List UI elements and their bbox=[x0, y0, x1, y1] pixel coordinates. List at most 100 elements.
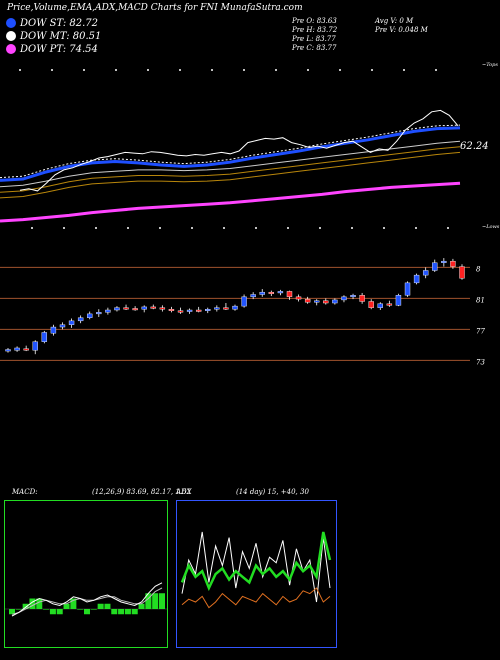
page-title: Price,Volume,EMA,ADX,MACD Charts for FNI… bbox=[7, 3, 303, 13]
top-marker bbox=[403, 69, 405, 71]
quote-close: Pre C: 83.77 bbox=[292, 44, 337, 52]
macd-histogram-bar bbox=[124, 609, 131, 615]
candle-body bbox=[432, 262, 438, 271]
bottom-marker bbox=[127, 227, 129, 229]
adx-line bbox=[181, 531, 331, 603]
bottom-marker bbox=[287, 227, 289, 229]
candle-body bbox=[386, 303, 393, 306]
top-marker bbox=[51, 69, 53, 71]
candle-body bbox=[105, 309, 111, 313]
candle-body bbox=[159, 307, 166, 310]
top-marker bbox=[435, 69, 437, 71]
candle-body bbox=[232, 305, 238, 310]
candle-body bbox=[304, 298, 311, 303]
candle-body bbox=[241, 296, 247, 307]
candle-body bbox=[314, 300, 320, 303]
top-marker bbox=[307, 69, 309, 71]
macd-histogram-bar bbox=[152, 593, 159, 609]
macd-histogram-bar bbox=[131, 609, 138, 615]
legend-label-dow-mt: DOW MT: 80.51 bbox=[20, 30, 102, 42]
bottom-marker bbox=[415, 227, 417, 229]
candle-body bbox=[377, 303, 383, 308]
bottom-marker bbox=[319, 227, 321, 229]
candle-body bbox=[368, 301, 374, 308]
candle-body bbox=[350, 295, 356, 298]
bottom-marker bbox=[95, 227, 97, 229]
candle-body bbox=[268, 291, 275, 294]
legend-swatch-dow-st bbox=[6, 18, 16, 28]
macd-histogram-bar bbox=[97, 603, 104, 609]
candle-body bbox=[77, 317, 84, 322]
ema-line-brown-2 bbox=[0, 151, 461, 199]
candle-body bbox=[223, 307, 229, 310]
macd-histogram-bar bbox=[145, 593, 152, 609]
quote-high: Pre H: 83.72 bbox=[292, 26, 338, 34]
candle-body bbox=[250, 294, 256, 298]
bottom-marker bbox=[191, 227, 193, 229]
adx-plus-di-line bbox=[180, 531, 332, 592]
candle-body bbox=[68, 320, 75, 325]
candle-body bbox=[87, 313, 93, 318]
macd-frame bbox=[4, 500, 168, 648]
macd-header: MACD: bbox=[12, 488, 38, 496]
macd-histogram-bar bbox=[104, 603, 111, 609]
macd-histogram-bar bbox=[56, 609, 63, 615]
candle-body bbox=[422, 270, 429, 276]
bottom-marker bbox=[383, 227, 385, 229]
macd-params: (12,26,9) 83.69, 82.17, 1.52 bbox=[92, 488, 191, 496]
candle-body bbox=[150, 306, 156, 309]
candle-body bbox=[41, 332, 48, 342]
top-marker bbox=[211, 69, 213, 71]
candle-body bbox=[286, 291, 293, 298]
candle-body bbox=[50, 326, 57, 334]
candle-body bbox=[59, 324, 66, 328]
quote-low: Pre L: 83.77 bbox=[292, 35, 336, 43]
macd-histogram-bar bbox=[15, 609, 22, 610]
macd-histogram-bar bbox=[49, 609, 56, 615]
bottom-marker bbox=[159, 227, 161, 229]
ema-line-dow-st-dashed bbox=[0, 124, 461, 179]
candle-body bbox=[332, 299, 338, 304]
legend-dow-pt: DOW PT: 74.54 bbox=[6, 43, 98, 55]
candle-body bbox=[404, 282, 411, 296]
bottom-marker bbox=[255, 227, 257, 229]
ema-value-label: 62.24 bbox=[460, 141, 489, 152]
quote-open: Pre O: 83.63 bbox=[292, 17, 337, 25]
adx-panel bbox=[176, 500, 337, 648]
legend-label-dow-st: DOW ST: 82.72 bbox=[20, 17, 99, 29]
candle-body bbox=[32, 341, 38, 351]
top-marker bbox=[83, 69, 85, 71]
candle-body bbox=[450, 260, 456, 267]
macd-histogram-bar bbox=[118, 609, 125, 615]
top-marker bbox=[243, 69, 245, 71]
candle-body bbox=[459, 266, 465, 279]
tops-label: ~Tops bbox=[482, 62, 498, 68]
legend-dow-st: DOW ST: 82.72 bbox=[6, 17, 98, 29]
macd-histogram-bar bbox=[36, 598, 43, 609]
candle-body bbox=[195, 309, 202, 312]
legend-swatch-dow-pt bbox=[6, 44, 16, 54]
candle-body bbox=[395, 295, 402, 306]
bottom-marker bbox=[351, 227, 353, 229]
candle-body bbox=[186, 309, 193, 312]
candle-body bbox=[123, 307, 129, 310]
quote-avg-volume: Avg V: 0 M bbox=[375, 17, 414, 25]
macd-histogram-bar bbox=[138, 603, 145, 609]
lows-label: ~Lows bbox=[482, 224, 500, 230]
macd-histogram-bar bbox=[77, 609, 84, 610]
top-marker bbox=[179, 69, 181, 71]
bottom-marker bbox=[223, 227, 225, 229]
price-overlay-line bbox=[19, 109, 459, 192]
top-marker bbox=[371, 69, 373, 71]
ema-line-dow-st bbox=[0, 126, 461, 182]
candle-body bbox=[14, 347, 20, 351]
candle-body bbox=[259, 291, 265, 295]
top-marker bbox=[19, 69, 21, 71]
top-marker bbox=[147, 69, 149, 71]
y-tick-label: 81 bbox=[476, 296, 485, 304]
macd-line bbox=[11, 582, 163, 617]
legend-dow-mt: DOW MT: 80.51 bbox=[6, 30, 101, 42]
candle-body bbox=[168, 309, 175, 311]
candle-body bbox=[141, 306, 147, 310]
candle-body bbox=[132, 308, 138, 311]
